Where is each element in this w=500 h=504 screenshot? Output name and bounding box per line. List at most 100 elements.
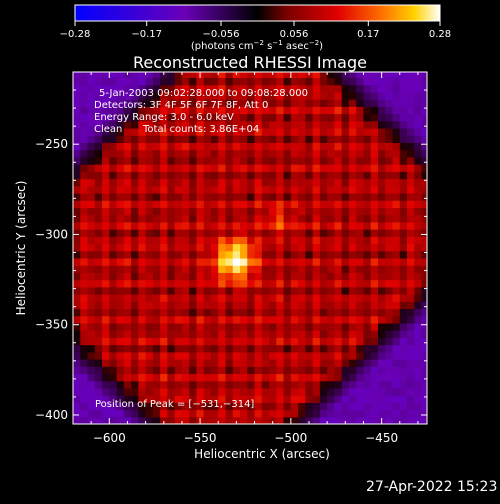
- heatmap-cell: [102, 156, 110, 165]
- heatmap-cell: [167, 77, 176, 86]
- heatmap-cell: [174, 156, 183, 165]
- heatmap-cell: [298, 359, 306, 367]
- heatmap-cell: [138, 272, 147, 281]
- heatmap-cell: [319, 178, 328, 187]
- heatmap-cell: [145, 127, 154, 136]
- heatmap-cell: [102, 214, 110, 223]
- heatmap-cell: [348, 120, 357, 129]
- heatmap-cell: [392, 99, 401, 107]
- heatmap-cell: [131, 322, 139, 331]
- heatmap-cell: [189, 387, 198, 396]
- heatmap-cell: [341, 77, 350, 86]
- heatmap-cell: [232, 409, 241, 418]
- heatmap-cell: [283, 200, 292, 208]
- heatmap-cell: [80, 229, 89, 237]
- heatmap-cell: [109, 200, 118, 208]
- heatmap-cell: [80, 91, 89, 100]
- heatmap-cell: [334, 373, 343, 382]
- heatmap-cell: [210, 315, 219, 324]
- heatmap-cell: [87, 387, 96, 396]
- heatmap-cell: [196, 272, 205, 281]
- heatmap-cell: [377, 409, 386, 418]
- heatmap-cell: [240, 84, 248, 93]
- heatmap-cell: [102, 301, 110, 310]
- heatmap-cell: [247, 402, 256, 411]
- heatmap-cell: [370, 330, 379, 338]
- heatmap-cell: [421, 77, 427, 86]
- heatmap-cell: [73, 207, 81, 216]
- colorbar-ticks: −0.28 −0.17 −0.056 0.056 0.17 0.28: [60, 21, 451, 40]
- heatmap-cell: [341, 164, 350, 172]
- heatmap-cell: [189, 120, 198, 129]
- heatmap-cell: [276, 149, 285, 158]
- heatmap-cell: [327, 99, 336, 107]
- heatmap-cell: [131, 402, 139, 411]
- heatmap-cell: [167, 243, 176, 252]
- heatmap-cell: [210, 84, 219, 93]
- heatmap-cell: [73, 387, 81, 396]
- heatmap-cell: [370, 77, 379, 86]
- heatmap-cell: [407, 359, 415, 367]
- heatmap-cell: [334, 207, 343, 216]
- heatmap-cell: [254, 99, 263, 107]
- heatmap-cell: [399, 294, 408, 302]
- heatmap-cell: [145, 178, 154, 187]
- heatmap-cell: [123, 301, 132, 310]
- heatmap-cell: [334, 72, 343, 79]
- heatmap-cell: [160, 120, 168, 129]
- heatmap-cell: [218, 178, 227, 187]
- heatmap-cell: [254, 315, 263, 324]
- heatmap-cell: [305, 236, 314, 245]
- heatmap-cell: [203, 185, 212, 194]
- heatmap-cell: [399, 192, 408, 201]
- heatmap-cell: [123, 77, 132, 86]
- heatmap-cell: [414, 387, 423, 396]
- heatmap-cell: [421, 84, 427, 93]
- heatmap-cell: [334, 221, 343, 230]
- heatmap-cell: [116, 135, 125, 143]
- heatmap-cell: [131, 229, 139, 237]
- heatmap-cell: [218, 322, 227, 331]
- heatmap-cell: [94, 330, 103, 338]
- heatmap-cell: [73, 286, 81, 295]
- heatmap-cell: [399, 149, 408, 158]
- heatmap-cell: [363, 380, 372, 389]
- heatmap-cell: [145, 301, 154, 310]
- heatmap-cell: [312, 214, 321, 223]
- heatmap-cell: [123, 402, 132, 411]
- heatmap-cell: [385, 337, 394, 346]
- heatmap-cell: [356, 171, 365, 180]
- heatmap-cell: [87, 301, 96, 310]
- heatmap-cell: [269, 272, 277, 281]
- heatmap-cell: [341, 387, 350, 396]
- heatmap-cell: [247, 286, 256, 295]
- heatmap-cell: [210, 127, 219, 136]
- heatmap-cell: [377, 286, 386, 295]
- heatmap-cell: [298, 337, 306, 346]
- heatmap-cell: [356, 127, 365, 136]
- heatmap-cell: [210, 156, 219, 165]
- heatmap-cell: [87, 294, 96, 302]
- heatmap-cell: [356, 344, 365, 353]
- heatmap-cell: [225, 185, 234, 194]
- heatmap-cell: [123, 344, 132, 353]
- heatmap-cell: [189, 236, 198, 245]
- heatmap-cell: [254, 243, 263, 252]
- heatmap-cell: [247, 351, 256, 360]
- heatmap-cell: [319, 120, 328, 129]
- heatmap-cell: [240, 185, 248, 194]
- heatmap-cell: [385, 185, 394, 194]
- heatmap-cell: [102, 84, 110, 93]
- heatmap-cell: [254, 113, 263, 122]
- heatmap-cell: [167, 330, 176, 338]
- heatmap-cell: [167, 416, 176, 424]
- heatmap-cell: [385, 315, 394, 324]
- heatmap-cell: [392, 308, 401, 317]
- plot-frame: [72, 71, 428, 425]
- heatmap-cell: [94, 214, 103, 223]
- x-tick-label: −450: [365, 431, 398, 445]
- heatmap-cell: [305, 337, 314, 346]
- heatmap-cell: [276, 200, 285, 208]
- heatmap-cell: [414, 409, 423, 418]
- heatmap-cell: [80, 330, 89, 338]
